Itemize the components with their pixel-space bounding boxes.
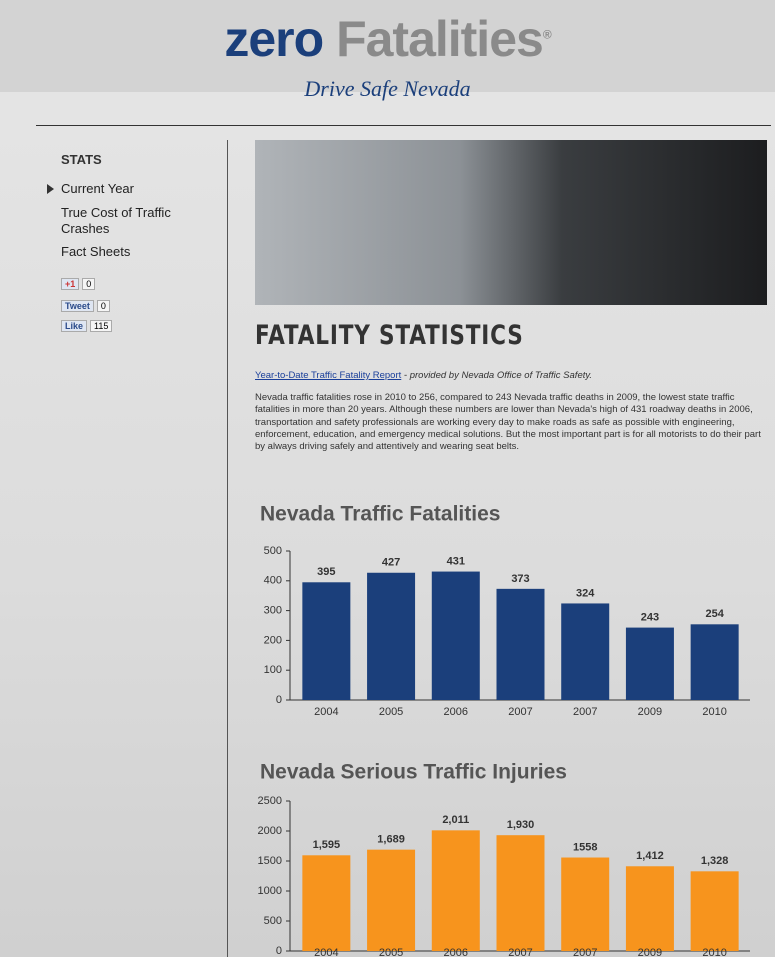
x-tick-label: 2006 (444, 947, 468, 957)
bar (432, 830, 480, 951)
x-tick-label: 2010 (702, 706, 726, 718)
x-tick-label: 2007 (508, 947, 532, 957)
bar (302, 855, 350, 951)
y-tick-label: 200 (264, 634, 282, 646)
bar (367, 850, 415, 951)
bar (561, 603, 609, 700)
x-tick-label: 2005 (379, 706, 403, 718)
value-label: 243 (641, 611, 659, 623)
x-tick-label: 2005 (379, 947, 403, 957)
value-label: 324 (576, 587, 595, 599)
x-tick-label: 2010 (702, 947, 726, 957)
x-tick-label: 2004 (314, 947, 338, 957)
value-label: 1,689 (377, 834, 405, 846)
value-label: 373 (511, 573, 529, 585)
value-label: 395 (317, 566, 335, 578)
x-tick-label: 2006 (444, 706, 468, 718)
page: zero Fatalities® Drive Safe Nevada STATS… (0, 0, 775, 957)
page: zero Fatalities® Drive Safe Nevada STATS… (0, 0, 775, 957)
value-label: 254 (705, 608, 724, 620)
value-label: 2,011 (442, 814, 469, 826)
bar (691, 871, 739, 951)
y-tick-label: 2500 (258, 795, 282, 807)
y-tick-label: 1500 (258, 855, 282, 867)
y-tick-label: 0 (276, 945, 282, 957)
y-tick-label: 1000 (258, 885, 282, 897)
x-tick-label: 2007 (573, 947, 597, 957)
y-tick-label: 400 (264, 575, 282, 587)
y-tick-label: 500 (264, 545, 282, 557)
bar (497, 589, 545, 700)
value-label: 1,930 (507, 819, 535, 831)
value-label: 1558 (573, 841, 597, 853)
x-tick-label: 2007 (573, 706, 597, 718)
value-label: 431 (447, 555, 465, 567)
bar (367, 573, 415, 700)
value-label: 427 (382, 557, 400, 569)
bar (691, 624, 739, 700)
value-label: 1,412 (636, 850, 664, 862)
bar (432, 572, 480, 700)
y-tick-label: 300 (264, 605, 282, 617)
chart-title: Nevada Traffic Fatalities (260, 503, 500, 526)
charts: Nevada Traffic Fatalities 0 100 200 300 400 50… (0, 0, 775, 957)
bar (302, 582, 350, 700)
y-tick-label: 100 (264, 664, 282, 676)
bar (626, 628, 674, 700)
x-tick-label: 2007 (508, 706, 532, 718)
bar (626, 866, 674, 951)
value-label: 1,328 (701, 855, 729, 867)
y-tick-label: 500 (264, 915, 282, 927)
x-tick-label: 2009 (638, 947, 662, 957)
x-tick-label: 2009 (638, 706, 662, 718)
value-label: 1,595 (313, 839, 341, 851)
chart-title: Nevada Serious Traffic Injuries (260, 761, 567, 784)
y-tick-label: 0 (276, 694, 282, 706)
y-tick-label: 2000 (258, 825, 282, 837)
x-tick-label: 2004 (314, 706, 338, 718)
bar (561, 858, 609, 951)
bar (497, 835, 545, 951)
